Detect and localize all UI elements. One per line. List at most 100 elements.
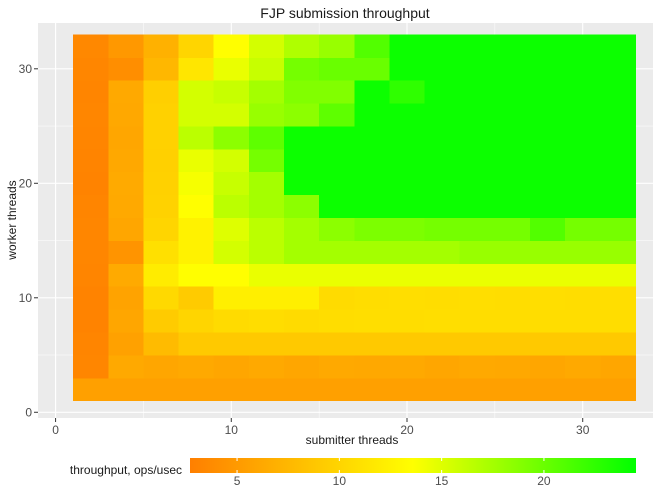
heatmap-cell — [530, 355, 566, 379]
heatmap-cell — [494, 309, 531, 333]
heatmap-cell — [600, 263, 636, 287]
heatmap-cell — [108, 80, 144, 104]
y-tick-label: 10 — [19, 291, 33, 305]
heatmap-cell — [565, 34, 601, 58]
heatmap-cell — [459, 217, 496, 241]
heatmap-cell — [178, 80, 215, 104]
heatmap-cell — [565, 57, 601, 81]
heatmap-cell — [530, 217, 566, 241]
heatmap-cell — [530, 194, 566, 219]
y-axis-ticks: 0 10 20 30 — [19, 62, 38, 419]
heatmap-cell — [143, 103, 179, 127]
heatmap-cell — [354, 309, 390, 333]
heatmap-cell — [319, 57, 355, 81]
heatmap-cell — [530, 240, 566, 264]
heatmap-cell — [108, 171, 144, 196]
heatmap-cell — [213, 263, 250, 287]
heatmap-cell — [73, 309, 109, 333]
heatmap-cell — [600, 171, 636, 196]
heatmap-cell — [108, 263, 144, 287]
heatmap-cell — [389, 103, 425, 127]
heatmap-cell — [248, 171, 285, 196]
heatmap-cell — [73, 103, 109, 127]
heatmap-cell — [319, 34, 355, 58]
heatmap-cell — [248, 240, 285, 264]
heatmap-cell — [108, 126, 144, 150]
heatmap-cell — [248, 57, 285, 81]
heatmap-cell — [73, 126, 109, 150]
heatmap-cell — [600, 286, 636, 310]
heatmap-cell — [213, 126, 250, 150]
heatmap-cell — [494, 377, 531, 402]
heatmap-cell — [73, 34, 109, 58]
heatmap-cell — [424, 34, 461, 58]
heatmap-cell — [143, 332, 179, 356]
x-axis-ticks: 0 10 20 30 — [52, 418, 590, 437]
heatmap-cell — [389, 377, 425, 402]
heatmap-cell — [284, 217, 320, 241]
heatmap-cell — [143, 80, 179, 104]
heatmap-cell — [73, 57, 109, 81]
colorbar-tick-label: 15 — [435, 474, 449, 485]
heatmap-cell — [424, 80, 461, 104]
heatmap-cell — [143, 240, 179, 264]
heatmap-cell — [178, 171, 215, 196]
heatmap-cell — [248, 263, 285, 287]
heatmap-cell — [284, 57, 320, 81]
heatmap-cell — [389, 263, 425, 287]
heatmap-cell — [459, 126, 496, 150]
heatmap-cell — [459, 355, 496, 379]
heatmap-cell — [600, 355, 636, 379]
heatmap-cell — [319, 240, 355, 264]
heatmap-cell — [494, 332, 531, 356]
heatmap-cell — [73, 171, 109, 196]
heatmap-cell — [459, 332, 496, 356]
heatmap-cell — [213, 57, 250, 81]
heatmap-cell — [354, 57, 390, 81]
heatmap-cell — [354, 377, 390, 402]
heatmap-cell — [108, 57, 144, 81]
heatmap-cell — [178, 148, 215, 173]
heatmap-cell — [459, 286, 496, 310]
x-axis-label: submitter threads — [306, 433, 399, 447]
heatmap-cell — [319, 355, 355, 379]
heatmap-cell — [354, 217, 390, 241]
heatmap-cell — [354, 34, 390, 58]
heatmap-cell — [319, 332, 355, 356]
heatmap-cell — [319, 309, 355, 333]
heatmap-cell — [530, 171, 566, 196]
heatmap-cell — [354, 80, 390, 104]
heatmap-cell — [284, 171, 320, 196]
heatmap-cell — [459, 34, 496, 58]
heatmap-cell — [73, 263, 109, 287]
heatmap-cell — [248, 309, 285, 333]
heatmap-cell — [248, 286, 285, 310]
heatmap-cell — [213, 377, 250, 402]
heatmap-cell — [600, 34, 636, 58]
heatmap-cell — [530, 377, 566, 402]
heatmap-cell — [424, 286, 461, 310]
heatmap-cell — [354, 332, 390, 356]
heatmap-cell — [565, 355, 601, 379]
heatmap-cell — [213, 217, 250, 241]
heatmap-cell — [248, 80, 285, 104]
heatmap-cell — [108, 355, 144, 379]
heatmap-cell — [143, 309, 179, 333]
heatmap-cell — [178, 355, 215, 379]
heatmap-cell — [565, 126, 601, 150]
heatmap-cell — [530, 286, 566, 310]
heatmap-cell — [284, 332, 320, 356]
heatmap-cell — [178, 332, 215, 356]
heatmap-cell — [389, 240, 425, 264]
heatmap-cell — [284, 377, 320, 402]
heatmap-cell — [494, 194, 531, 219]
heatmap-cell — [73, 217, 109, 241]
heatmap-cell — [248, 217, 285, 241]
heatmap-cell — [213, 286, 250, 310]
heatmap-cell — [424, 103, 461, 127]
heatmap-cell — [565, 171, 601, 196]
heatmap-cell — [459, 171, 496, 196]
heatmap-cell — [565, 194, 601, 219]
heatmap-cell — [354, 355, 390, 379]
y-tick-label: 0 — [25, 405, 32, 419]
